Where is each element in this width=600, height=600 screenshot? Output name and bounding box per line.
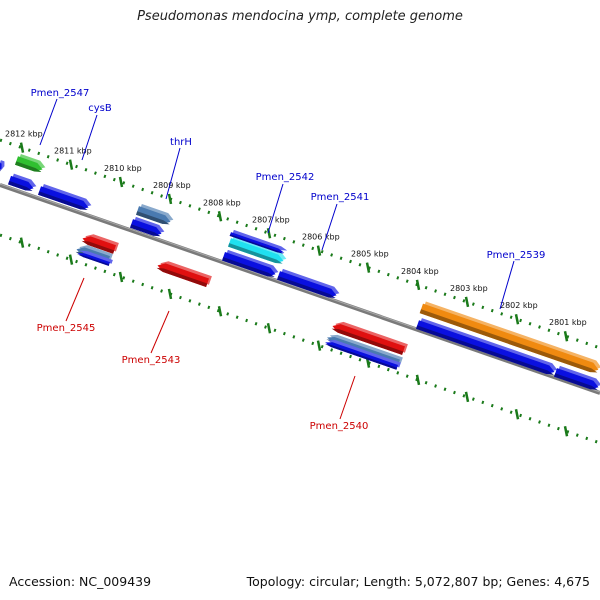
gene-arrow — [229, 229, 288, 254]
gene-pmen-2541 — [277, 268, 340, 298]
tick-label: 2803 kbp — [450, 284, 488, 293]
gene-label: Pmen_2547 — [31, 88, 90, 99]
callout-line — [165, 147, 181, 200]
gene-pmen-2547 — [15, 154, 46, 173]
callout-line — [321, 203, 338, 251]
gene-pmen-2539 — [419, 301, 600, 373]
gene-arrow — [554, 365, 600, 390]
tick-mark-upper — [19, 142, 25, 153]
tick-mark-lower — [217, 306, 223, 317]
gene-pmen-2543 — [156, 261, 212, 287]
callout-line — [339, 375, 356, 420]
gene-arrow — [130, 216, 165, 237]
callout-line — [81, 114, 98, 161]
tick-mark-lower — [19, 237, 25, 248]
tick-mark-lower — [266, 323, 272, 334]
gene-label: Pmen_2540 — [310, 421, 369, 432]
tick-label: 2807 kbp — [252, 215, 290, 224]
gene-arrow — [331, 321, 408, 355]
callout-line — [267, 183, 284, 234]
tick-label: 2811 kbp — [54, 147, 92, 156]
gene-thrh — [136, 204, 174, 225]
tick-mark-upper — [514, 313, 520, 325]
tick-label: 2809 kbp — [153, 181, 191, 190]
tick-mark-lower — [68, 254, 74, 265]
tick-mark-lower — [464, 391, 470, 403]
tick-label: 2801 kbp — [549, 318, 587, 327]
gene-label: thrH — [170, 137, 192, 148]
gene-arrow — [8, 173, 37, 191]
tick-mark-upper — [217, 211, 223, 222]
tick-label: 2802 kbp — [500, 301, 538, 310]
gene-arrow — [0, 160, 5, 173]
callout-line — [150, 310, 170, 354]
gene-arrow — [222, 249, 279, 277]
callout-line — [499, 260, 515, 310]
tick-label: 2806 kbp — [302, 233, 340, 242]
gene-label: Pmen_2542 — [256, 172, 315, 183]
tick-mark-upper — [365, 262, 371, 273]
gene-cysb — [38, 184, 92, 211]
tick-label: 2812 kbp — [5, 130, 43, 139]
gene-label: Pmen_2543 — [122, 355, 181, 366]
gene-label: Pmen_2541 — [311, 192, 370, 203]
genome-map: 2812 kbp 2811 kbp 2810 kbp 2809 kbp 2808 kbp… — [0, 88, 600, 445]
callout-line — [39, 98, 58, 146]
tick-mark-upper — [316, 245, 322, 256]
map-title: Pseudomonas mendocina ymp, complete geno… — [137, 9, 463, 24]
tick-label: 2804 kbp — [401, 267, 439, 276]
gene-pmen-2542 — [228, 235, 287, 264]
tick-label: 2808 kbp — [203, 198, 241, 207]
accession-text: Accession: NC_009439 — [9, 574, 152, 589]
gene-arrow — [81, 234, 119, 254]
tick-label: 2805 kbp — [351, 250, 389, 259]
gene-arrow — [416, 318, 558, 375]
tick-mark-upper — [563, 330, 569, 342]
gene-features — [0, 154, 600, 390]
tick-mark-lower — [563, 425, 569, 437]
genome-backbone — [0, 183, 600, 395]
tick-mark-upper — [167, 193, 173, 205]
callout-line — [65, 277, 85, 322]
tick-mark-lower — [118, 271, 124, 283]
dotted-scale-lines — [0, 138, 600, 445]
tick-mark-upper — [266, 228, 272, 239]
tick-mark-lower — [167, 288, 173, 300]
tick-label: 2810 kbp — [104, 164, 142, 173]
gene-label: Pmen_2539 — [487, 250, 546, 261]
genome-summary-text: Topology: circular; Length: 5,072,807 bp… — [246, 574, 590, 589]
kbp-ticks: 2812 kbp 2811 kbp 2810 kbp 2809 kbp 2808 kbp… — [5, 130, 587, 437]
tick-mark-upper — [118, 176, 124, 188]
label-callouts: Pmen_2547 cysB thrH Pmen_2542 Pmen_2541 Pmen_… — [31, 88, 546, 432]
tick-mark-lower — [316, 340, 322, 351]
gene-label: Pmen_2545 — [37, 323, 96, 334]
gene-label: cysB — [88, 103, 112, 114]
gene-arrow — [76, 250, 113, 266]
tick-mark-upper — [464, 296, 470, 308]
tick-mark-upper — [68, 159, 74, 170]
gene-arrow — [324, 340, 401, 370]
tick-mark-upper — [415, 279, 421, 291]
tick-mark-lower — [415, 374, 421, 386]
tick-mark-lower — [514, 408, 520, 420]
